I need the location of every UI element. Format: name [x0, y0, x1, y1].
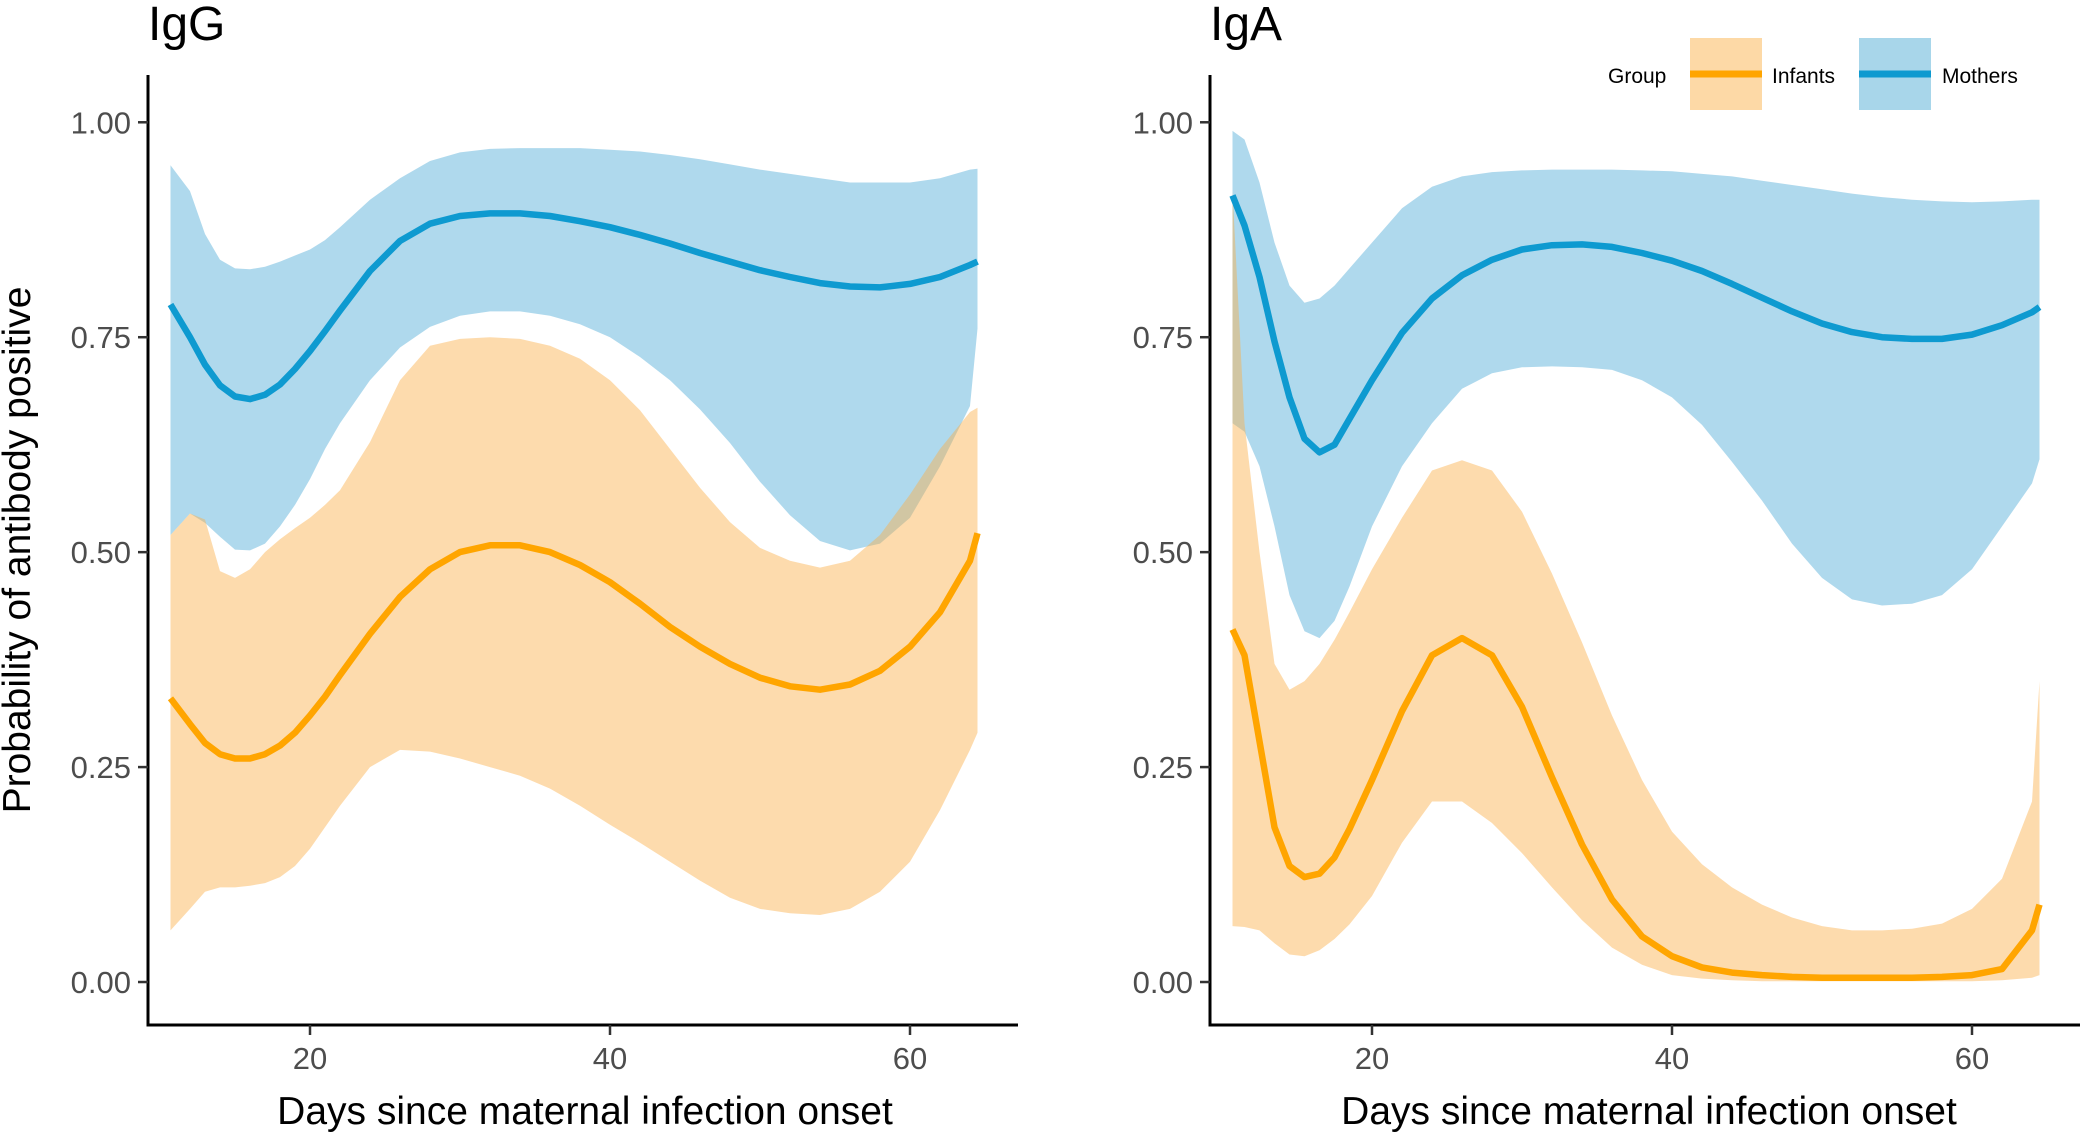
panel-igg: IgG 0.00 0.25 0.50 0.75 1.00 20 40 60 Days sinc…	[71, 0, 1018, 1133]
y-tick-label: 0.75	[1133, 320, 1193, 355]
mothers-confidence-band	[170, 148, 978, 551]
x-axis-label: Days since maternal infection onset	[277, 1090, 893, 1133]
y-tick-label: 0.00	[1133, 965, 1193, 1000]
y-tick-label: 0.50	[71, 535, 131, 570]
x-tick-label: 60	[1955, 1041, 1989, 1076]
x-tick-label: 60	[893, 1041, 927, 1076]
axes: 0.00 0.25 0.50 0.75 1.00 20 40 60	[71, 75, 1018, 1076]
infants-confidence-band	[1232, 191, 2040, 982]
y-tick-label: 0.25	[1133, 750, 1193, 785]
mothers-series-line	[167, 210, 979, 403]
infants-series-line	[1229, 628, 2043, 981]
axes: 0.00 0.25 0.50 0.75 1.00 20 40 60	[1133, 75, 2080, 1076]
y-tick-label: 0.25	[71, 750, 131, 785]
mothers-confidence-band	[1232, 130, 2040, 639]
mothers-series-line	[1229, 194, 2042, 456]
y-tick-label: 1.00	[71, 105, 131, 140]
x-tick-label: 20	[293, 1041, 327, 1076]
x-tick-label: 40	[593, 1041, 627, 1076]
series-lines	[167, 210, 981, 762]
legend-label-mothers: Mothers	[1942, 65, 2018, 88]
y-tick-label: 0.50	[1133, 535, 1193, 570]
infants-confidence-band	[170, 337, 978, 931]
legend: Group Infants Mothers	[1608, 38, 2018, 110]
y-tick-label: 1.00	[1133, 105, 1193, 140]
series-lines	[1229, 194, 2043, 981]
legend-label-infants: Infants	[1772, 65, 1835, 88]
x-tick-label: 40	[1655, 1041, 1689, 1076]
infants-series-line	[167, 532, 981, 762]
panel-title: IgG	[148, 0, 225, 51]
x-tick-label: 20	[1355, 1041, 1389, 1076]
panel-title: IgA	[1210, 0, 1282, 51]
y-tick-label: 0.00	[71, 965, 131, 1000]
y-axis-label: Probability of antibody positive	[0, 287, 39, 814]
legend-title: Group	[1608, 65, 1666, 88]
confidence-bands	[1232, 130, 2040, 982]
panel-iga: IgA 0.00 0.25 0.50 0.75 1.00 20 40 60 Days sinc…	[1133, 0, 2080, 1133]
y-tick-label: 0.75	[71, 320, 131, 355]
x-axis-label: Days since maternal infection onset	[1341, 1090, 1957, 1133]
confidence-bands	[170, 148, 978, 931]
